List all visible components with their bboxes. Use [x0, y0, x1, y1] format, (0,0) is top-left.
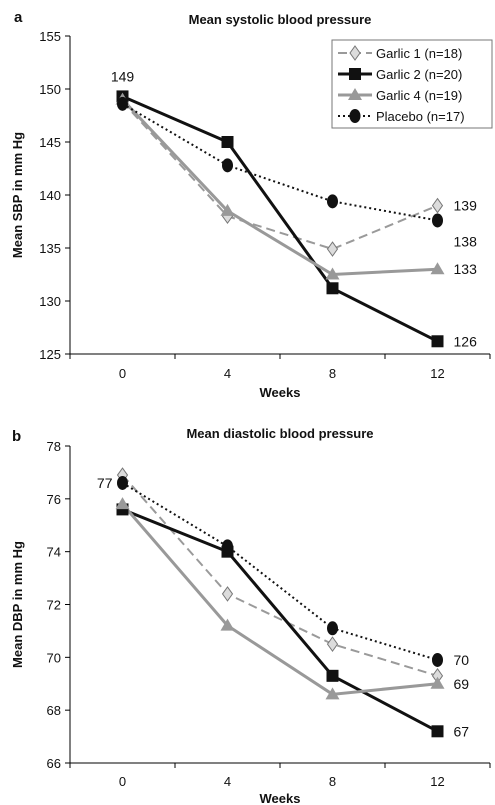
data-point-series-3 — [220, 203, 235, 216]
y-tick-label: 135 — [39, 241, 61, 256]
x-tick-label: 12 — [430, 774, 444, 789]
value-annotation: 77 — [97, 475, 113, 491]
series-line-3 — [121, 503, 438, 696]
x-tick-label: 8 — [329, 366, 336, 381]
legend-marker — [349, 109, 361, 123]
data-point-series-4 — [222, 158, 233, 173]
value-annotation: 70 — [454, 652, 470, 668]
series-line-4 — [121, 102, 438, 222]
value-annotation: 149 — [111, 69, 135, 85]
data-point-series-2 — [221, 136, 234, 148]
data-point-series-3 — [220, 618, 235, 631]
legend-marker — [349, 68, 361, 80]
y-tick-label: 125 — [39, 347, 61, 362]
legend-entry: Garlic 2 (n=20) — [376, 67, 462, 82]
legend-entry: Placebo (n=17) — [376, 109, 465, 124]
legend-marker — [348, 88, 362, 100]
x-axis-label: Weeks — [260, 791, 301, 805]
data-point-series-3 — [325, 267, 340, 280]
data-point-series-3 — [325, 687, 340, 700]
y-tick-label: 66 — [47, 756, 61, 771]
y-tick-label: 145 — [39, 135, 61, 150]
x-axis-label: Weeks — [260, 385, 301, 400]
y-tick-label: 68 — [47, 703, 61, 718]
y-tick-label: 140 — [39, 188, 61, 203]
series-line-2 — [121, 95, 439, 343]
series-line-4 — [121, 482, 438, 661]
data-point-series-2 — [431, 725, 444, 738]
y-tick-label: 130 — [39, 294, 61, 309]
series-line-1 — [121, 101, 438, 251]
x-tick-label: 0 — [119, 774, 126, 789]
data-point-series-3 — [430, 262, 445, 275]
y-tick-label: 78 — [47, 439, 61, 454]
chart-title: Mean systolic blood pressure — [189, 12, 372, 27]
x-tick-label: 0 — [119, 366, 126, 381]
x-tick-label: 4 — [224, 774, 231, 789]
chart-panel-a: a Mean systolic blood pressure 125 130 135 14… — [10, 9, 493, 400]
value-annotation: 138 — [454, 233, 478, 249]
x-tick-label: 8 — [329, 774, 336, 789]
data-point-series-4 — [432, 213, 443, 228]
data-point-series-1 — [326, 241, 339, 257]
chart-panel-b: b Mean diastolic blood pressure 66 68 70 72 74… — [10, 426, 491, 805]
data-point-series-4 — [327, 621, 338, 636]
y-tick-label: 155 — [39, 29, 61, 44]
data-point-series-2 — [326, 282, 339, 295]
y-tick-label: 72 — [47, 598, 61, 613]
y-tick-label: 150 — [39, 82, 61, 97]
value-annotation: 139 — [454, 198, 478, 214]
panel-label: a — [14, 9, 23, 26]
series-line-1 — [121, 474, 438, 677]
data-point-series-4 — [432, 652, 443, 667]
data-point-series-2 — [326, 669, 339, 682]
data-point-series-2 — [431, 335, 444, 348]
y-tick-label: 76 — [47, 492, 61, 507]
legend-entry: Garlic 1 (n=18) — [376, 46, 462, 61]
data-point-series-1 — [431, 197, 444, 214]
data-point-series-3 — [115, 497, 130, 510]
legend: Garlic 1 (n=18) Garlic 2 (n=20) Garlic 4 (… — [331, 39, 493, 129]
data-point-series-4 — [222, 539, 233, 554]
value-annotation: 67 — [454, 723, 470, 739]
legend-marker — [349, 45, 361, 61]
series-line-3 — [121, 98, 438, 277]
chart-title: Mean diastolic blood pressure — [186, 426, 373, 441]
y-axis-label: Mean DBP in mm Hg — [10, 541, 25, 668]
x-tick-label: 4 — [224, 366, 231, 381]
x-tick-label: 12 — [430, 366, 444, 381]
legend-entry: Garlic 4 (n=19) — [376, 88, 462, 103]
value-annotation: 133 — [454, 261, 478, 277]
data-point-series-1 — [326, 636, 339, 652]
value-annotation: 69 — [454, 676, 470, 692]
data-point-series-3 — [430, 676, 445, 689]
panel-label: b — [12, 428, 21, 445]
y-axis-label: Mean SBP in mm Hg — [10, 132, 25, 258]
data-point-series-4 — [327, 194, 338, 209]
y-tick-label: 70 — [47, 650, 61, 665]
value-annotation: 126 — [454, 333, 478, 349]
data-point-series-4 — [117, 96, 128, 111]
data-point-series-4 — [117, 475, 128, 490]
y-tick-label: 74 — [47, 545, 61, 560]
data-point-series-1 — [221, 586, 234, 602]
series-line-2 — [121, 508, 439, 733]
